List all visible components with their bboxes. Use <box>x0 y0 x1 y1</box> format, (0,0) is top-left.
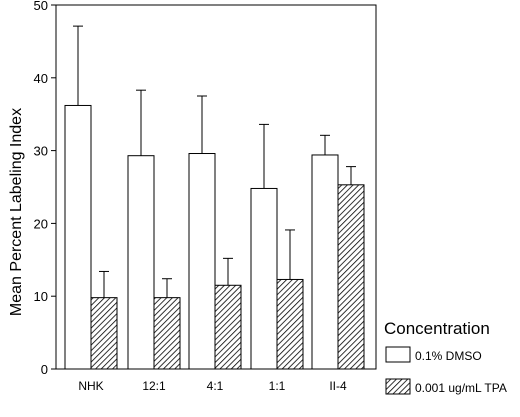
x-tick-label: 4:1 <box>207 379 224 393</box>
legend: Concentration 0.1% DMSO 0.001 ug/mL TPA <box>384 319 507 395</box>
bar-tpa-2 <box>214 284 242 370</box>
y-tick-label: 20 <box>34 216 48 231</box>
x-tick-label: 12:1 <box>142 379 166 393</box>
legend-title: Concentration <box>384 319 490 338</box>
legend-swatch-dmso <box>385 346 411 363</box>
y-tick-label: 0 <box>41 362 48 377</box>
legend-label-tpa: 0.001 ug/mL TPA <box>415 381 507 395</box>
bar-dmso-0 <box>64 104 92 370</box>
y-tick-label: 50 <box>34 0 48 13</box>
bar-tpa-3 <box>276 278 304 370</box>
bar-dmso-4 <box>311 154 339 370</box>
legend-swatch-tpa <box>385 378 411 395</box>
y-tick-label: 40 <box>34 71 48 86</box>
y-tick-label: 30 <box>34 144 48 159</box>
x-tick-label: 1:1 <box>269 379 286 393</box>
bar-tpa-1 <box>153 297 181 370</box>
x-tick-label: II-4 <box>329 379 347 393</box>
bar-tpa-0 <box>90 297 118 370</box>
bar-tpa-4 <box>337 184 365 370</box>
bar-dmso-2 <box>188 153 216 370</box>
y-tick-label: 10 <box>34 289 48 304</box>
bar-dmso-1 <box>127 155 155 370</box>
y-axis-title: Mean Percent Labeling Index <box>8 108 25 316</box>
bar-dmso-3 <box>250 187 278 370</box>
x-tick-label: NHK <box>78 379 103 393</box>
legend-label-dmso: 0.1% DMSO <box>415 349 482 363</box>
